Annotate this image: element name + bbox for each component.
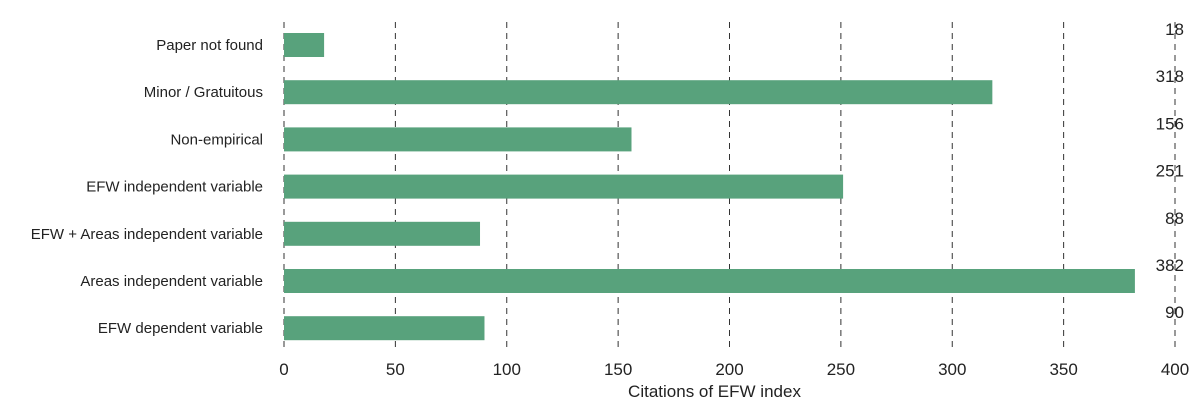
x-tick-label-400: 400	[1161, 360, 1189, 379]
value-label-4: 88	[1165, 209, 1184, 228]
category-labels: Paper not found Minor / Gratuitous Non-emp…	[31, 37, 263, 337]
bars-layer	[284, 33, 1135, 341]
bar-5	[284, 269, 1135, 293]
x-tick-labels: 0 50 100 150 200 250 300 350 400	[279, 360, 1189, 379]
x-tick-label-150: 150	[604, 360, 632, 379]
bar-2	[284, 127, 632, 152]
value-label-6: 90	[1165, 303, 1184, 322]
bar-3	[284, 174, 844, 199]
bar-4	[284, 221, 481, 246]
x-tick-label-350: 350	[1049, 360, 1077, 379]
value-label-0: 18	[1165, 20, 1184, 39]
value-label-5: 382	[1156, 256, 1184, 275]
x-tick-label-0: 0	[279, 360, 288, 379]
category-label-6: EFW dependent variable	[98, 320, 263, 337]
value-label-1: 318	[1156, 67, 1184, 86]
category-label-1: Minor / Gratuitous	[144, 84, 263, 101]
category-label-5: Areas independent variable	[80, 273, 263, 290]
bar-1	[284, 80, 993, 105]
x-tick-label-200: 200	[715, 360, 743, 379]
value-labels: 18 318 156 251 88 382 90	[1156, 20, 1184, 322]
x-axis-title: Citations of EFW index	[628, 382, 801, 401]
bar-0	[284, 33, 325, 57]
category-label-4: EFW + Areas independent variable	[31, 226, 263, 243]
x-tick-label-300: 300	[938, 360, 966, 379]
category-label-2: Non-empirical	[170, 131, 263, 148]
x-tick-label-100: 100	[493, 360, 521, 379]
value-label-2: 156	[1156, 114, 1184, 133]
bar-6	[284, 316, 485, 341]
x-tick-label-250: 250	[827, 360, 855, 379]
category-label-0: Paper not found	[156, 37, 263, 54]
x-tick-label-50: 50	[386, 360, 405, 379]
category-label-3: EFW independent variable	[86, 179, 263, 196]
value-label-3: 251	[1156, 162, 1184, 181]
